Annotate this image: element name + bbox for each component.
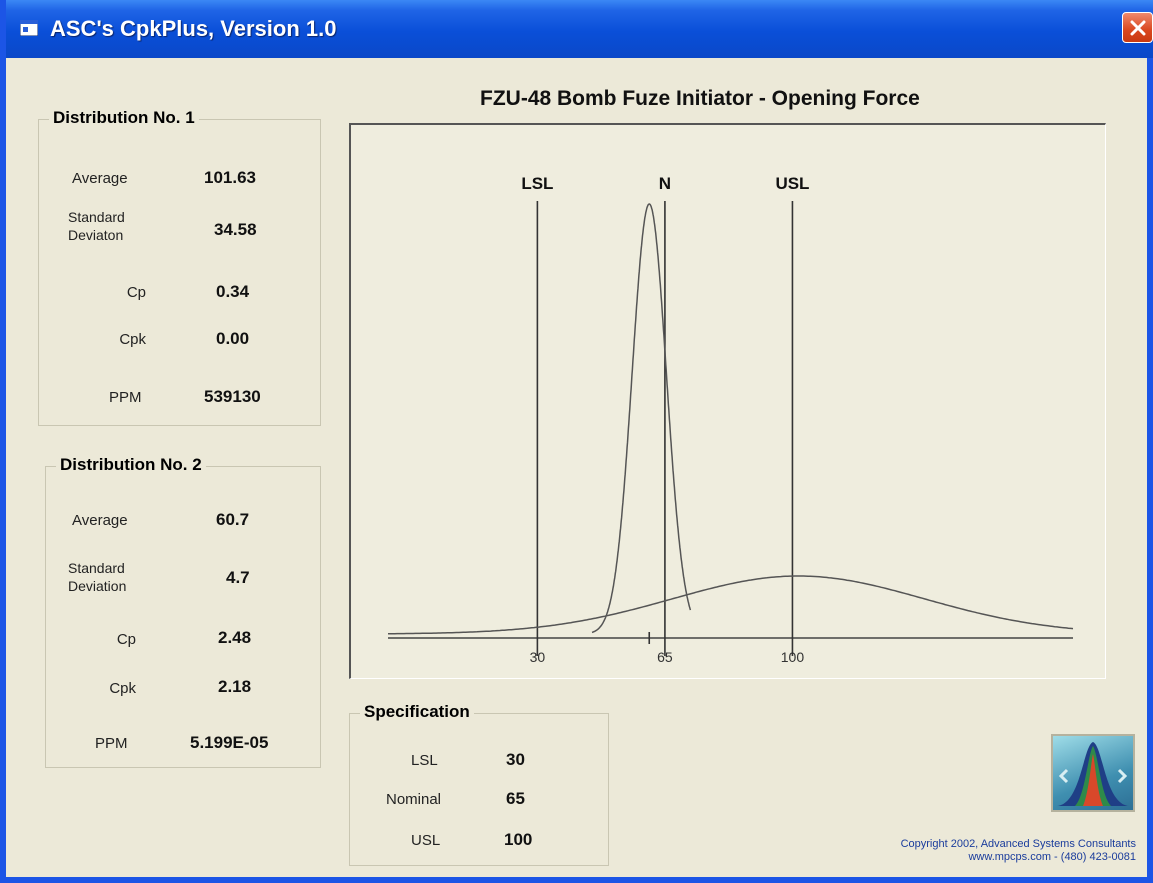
bell-curve-logo-icon	[1051, 734, 1135, 812]
x-tick-label: 100	[781, 649, 805, 665]
title-bar[interactable]: ASC's CpkPlus, Version 1.0	[6, 0, 1153, 58]
dist1-cp-label: Cp	[126, 284, 146, 301]
spec-usl-value: 100	[504, 830, 533, 849]
dist2-cpk-value: 2.18	[218, 677, 252, 696]
spec-label-lsl: LSL	[521, 174, 553, 193]
distribution-1-group: Distribution No. 1	[38, 108, 321, 426]
dist2-cpk-label: Cpk	[109, 680, 136, 697]
dist1-sd-label-line1: Standard	[68, 209, 125, 225]
dist2-sd-label-line2: Deviation	[68, 578, 127, 594]
dist2-ppm-label: PPM	[95, 735, 128, 752]
dist2-cp-value: 2.48	[218, 628, 252, 647]
dist1-ppm-label: PPM	[109, 389, 142, 406]
chart-title: FZU-48 Bomb Fuze Initiator - Opening For…	[480, 87, 920, 110]
copyright-line-1: Copyright 2002, Advanced Systems Consult…	[900, 838, 1136, 850]
dist2-average-label: Average	[72, 512, 128, 529]
close-icon	[1130, 20, 1146, 36]
x-tick-label: 65	[657, 649, 673, 665]
dist2-average-value: 60.7	[216, 510, 250, 529]
spec-nominal-label: Nominal	[386, 791, 442, 808]
dist1-ppm-value: 539130	[204, 387, 261, 406]
window-title: ASC's CpkPlus, Version 1.0	[50, 16, 337, 41]
distribution-curve-1	[388, 575, 1074, 635]
specification-group: Specification	[349, 702, 609, 866]
dist1-cpk-label: Cpk	[119, 331, 146, 348]
copyright-text: Copyright 2002, Advanced Systems Consult…	[796, 838, 1136, 864]
close-button[interactable]	[1122, 12, 1153, 43]
distribution-1-title: Distribution No. 1	[49, 108, 199, 128]
chart-panel: LSL N USL 30 65 100	[349, 123, 1106, 679]
spec-label-usl: USL	[775, 174, 809, 193]
dist2-sd-value: 4.7	[226, 568, 250, 587]
dist2-sd-label-line1: Standard	[68, 560, 125, 576]
spec-lsl-value: 30	[506, 750, 525, 769]
dist1-cpk-value: 0.00	[216, 329, 250, 348]
dist1-sd-value: 34.58	[214, 220, 257, 239]
distribution-2-group: Distribution No. 2	[45, 455, 321, 768]
distribution-2-title: Distribution No. 2	[56, 455, 206, 475]
spec-usl-label: USL	[411, 832, 441, 849]
specification-title: Specification	[360, 702, 474, 722]
distribution-chart: LSL N USL 30 65 100	[388, 174, 1074, 665]
distribution-curve-2	[591, 203, 692, 634]
spec-nominal-value: 65	[506, 789, 525, 808]
copyright-line-2: www.mpcps.com - (480) 423-0081	[968, 851, 1136, 863]
spec-label-n: N	[659, 174, 671, 193]
dist1-sd-label-line2: Deviaton	[68, 227, 124, 243]
x-tick-label: 30	[530, 649, 546, 665]
spec-lsl-label: LSL	[411, 752, 438, 769]
dist1-cp-value: 0.34	[216, 282, 250, 301]
dist1-average-label: Average	[72, 170, 128, 187]
dist2-ppm-value: 5.199E-05	[190, 733, 269, 752]
dist1-average-value: 101.63	[204, 168, 256, 187]
dist2-cp-label: Cp	[116, 631, 136, 648]
app-window-icon	[19, 19, 39, 37]
